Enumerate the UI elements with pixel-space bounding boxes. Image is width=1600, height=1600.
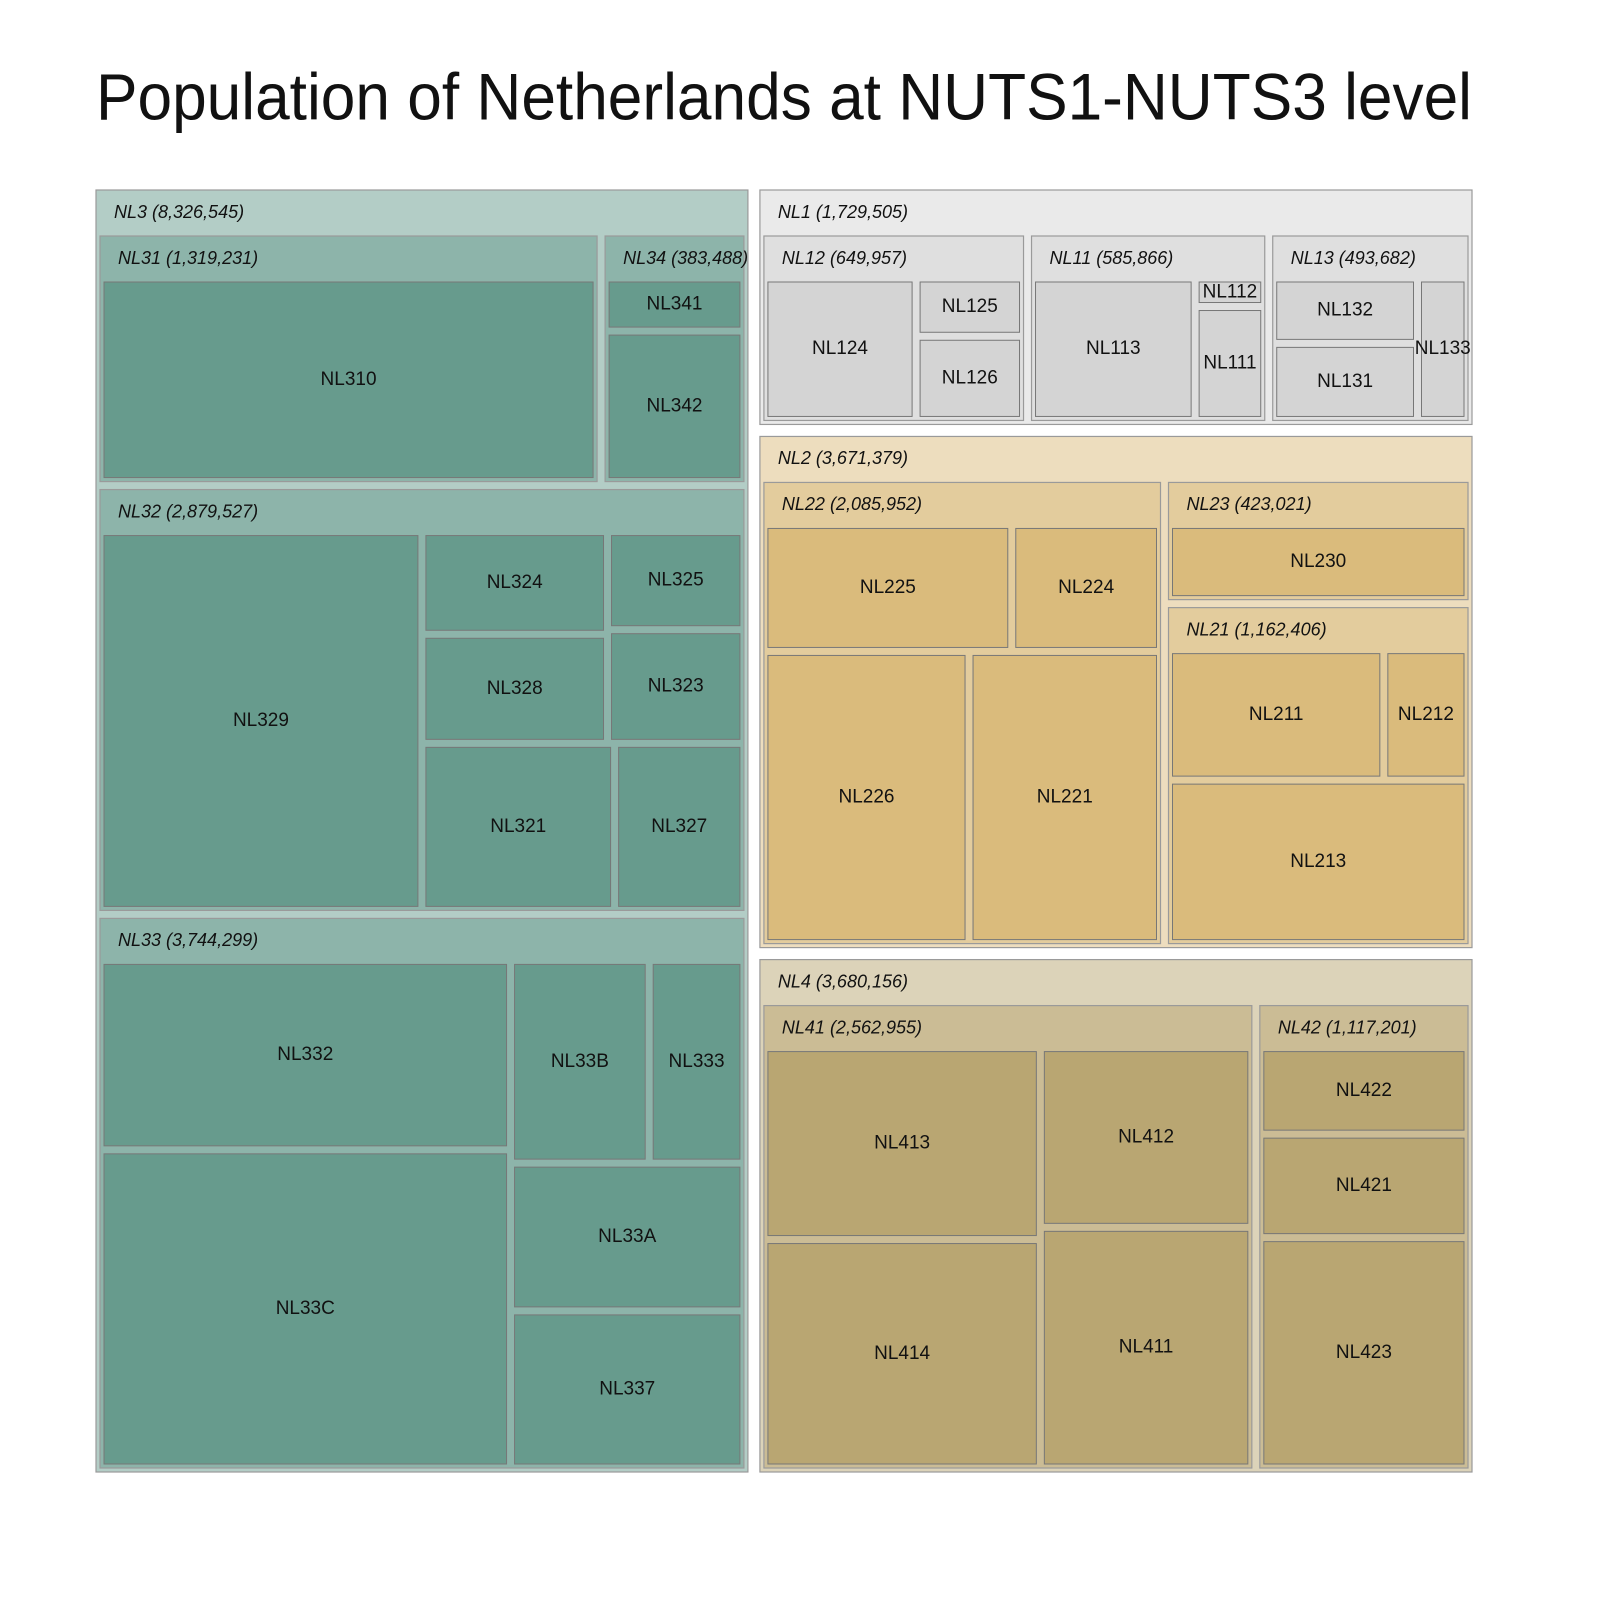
leaf-label: NL325 bbox=[648, 570, 704, 591]
group-label: NL4 (3,680,156) bbox=[778, 971, 908, 991]
leaf-label: NL422 bbox=[1336, 1080, 1392, 1101]
leaf-box bbox=[1420, 281, 1465, 417]
leaf-box bbox=[1198, 281, 1262, 304]
leaf-box bbox=[1198, 310, 1262, 417]
leaf-box bbox=[425, 535, 605, 631]
leaf-label: NL113 bbox=[1086, 338, 1141, 359]
leaf-box bbox=[1387, 653, 1465, 777]
leaf-box bbox=[611, 535, 741, 627]
leaf-label: NL33C bbox=[276, 1298, 335, 1319]
group-label: NL12 (649,957) bbox=[782, 248, 907, 268]
group-label: NL11 (585,866) bbox=[1050, 248, 1174, 268]
leaf-box bbox=[103, 1153, 508, 1465]
leaf-box bbox=[919, 339, 1021, 417]
leaf-label: NL224 bbox=[1058, 577, 1114, 598]
leaf-box bbox=[1263, 1051, 1465, 1131]
group-label: NL32 (2,879,527) bbox=[118, 501, 258, 521]
leaf-box bbox=[1043, 1230, 1249, 1465]
leaf-label: NL411 bbox=[1119, 1337, 1174, 1358]
leaf-label: NL212 bbox=[1398, 704, 1454, 725]
leaf-label: NL327 bbox=[651, 816, 707, 837]
leaf-box bbox=[652, 963, 741, 1160]
leaf-box bbox=[767, 1243, 1037, 1465]
leaf-box bbox=[608, 281, 741, 328]
leaf-box bbox=[514, 1166, 741, 1308]
group-label: NL23 (423,021) bbox=[1186, 494, 1311, 514]
leaf-label: NL133 bbox=[1415, 338, 1471, 359]
leaf-label: NL225 bbox=[860, 577, 916, 598]
leaf-label: NL328 bbox=[487, 678, 543, 699]
leaf-label: NL333 bbox=[669, 1051, 725, 1072]
leaf-label: NL310 bbox=[321, 369, 377, 390]
leaf-box bbox=[1276, 346, 1414, 417]
leaf-box bbox=[103, 281, 594, 479]
leaf-label: NL124 bbox=[812, 338, 868, 359]
group-label: NL3 (8,326,545) bbox=[114, 202, 244, 222]
leaf-box bbox=[1171, 527, 1465, 597]
leaf-label: NL324 bbox=[487, 572, 543, 593]
leaf-label: NL132 bbox=[1317, 300, 1373, 321]
leaf-label: NL131 bbox=[1317, 371, 1373, 392]
leaf-label: NL211 bbox=[1249, 704, 1304, 725]
group-label: NL21 (1,162,406) bbox=[1186, 619, 1326, 639]
chart-title: Population of Netherlands at NUTS1-NUTS3… bbox=[96, 59, 1472, 133]
leaf-box bbox=[1171, 653, 1381, 777]
leaf-label: NL321 bbox=[490, 816, 546, 837]
group-label: NL42 (1,117,201) bbox=[1278, 1017, 1417, 1037]
group-label: NL13 (493,682) bbox=[1291, 248, 1416, 268]
group-label: NL41 (2,562,955) bbox=[782, 1017, 922, 1037]
leaf-box bbox=[972, 654, 1157, 941]
leaf-label: NL230 bbox=[1290, 551, 1346, 572]
leaf-label: NL126 bbox=[942, 367, 998, 388]
leaf-label: NL414 bbox=[874, 1343, 930, 1364]
leaf-label: NL337 bbox=[599, 1378, 655, 1399]
leaf-label: NL33A bbox=[598, 1226, 656, 1247]
leaf-box bbox=[618, 746, 741, 907]
group-label: NL2 (3,671,379) bbox=[778, 448, 908, 468]
leaf-label: NL329 bbox=[233, 710, 289, 731]
group-label: NL31 (1,319,231) bbox=[118, 248, 258, 268]
leaf-label: NL112 bbox=[1203, 281, 1258, 302]
leaf-box bbox=[1171, 783, 1465, 941]
leaf-box bbox=[767, 654, 966, 941]
leaf-box bbox=[767, 1051, 1037, 1237]
leaf-label: NL111 bbox=[1203, 352, 1256, 373]
leaf-box bbox=[1263, 1241, 1465, 1465]
leaf-box bbox=[103, 535, 419, 907]
leaf-label: NL226 bbox=[838, 787, 894, 808]
leaf-label: NL33B bbox=[551, 1051, 609, 1072]
leaf-box bbox=[611, 633, 741, 740]
group-label: NL1 (1,729,505) bbox=[778, 202, 908, 222]
leaf-label: NL342 bbox=[647, 395, 703, 416]
leaf-label: NL213 bbox=[1290, 851, 1346, 872]
leaf-label: NL341 bbox=[647, 294, 703, 315]
leaf-box bbox=[1043, 1051, 1249, 1224]
group-label: NL34 (383,488) bbox=[623, 248, 748, 268]
leaf-box bbox=[767, 281, 913, 417]
leaf-box bbox=[1276, 281, 1414, 340]
leaf-box bbox=[767, 527, 1009, 648]
leaf-box bbox=[514, 1314, 741, 1465]
leaf-label: NL323 bbox=[648, 676, 704, 697]
leaf-box bbox=[425, 637, 605, 740]
leaf-label: NL413 bbox=[874, 1133, 930, 1154]
group-label: NL22 (2,085,952) bbox=[782, 494, 922, 514]
leaf-box bbox=[103, 963, 508, 1147]
leaf-box bbox=[1035, 281, 1192, 417]
leaf-label: NL125 bbox=[942, 296, 998, 317]
leaf-box bbox=[1263, 1137, 1465, 1235]
leaf-label: NL221 bbox=[1037, 787, 1093, 808]
leaf-label: NL412 bbox=[1118, 1126, 1174, 1147]
leaf-label: NL423 bbox=[1336, 1342, 1392, 1363]
leaf-box bbox=[425, 746, 612, 907]
leaf-box bbox=[1015, 527, 1157, 648]
leaf-box bbox=[608, 334, 741, 479]
leaf-box bbox=[514, 963, 646, 1160]
leaf-box bbox=[919, 281, 1021, 333]
group-label: NL33 (3,744,299) bbox=[118, 930, 258, 950]
leaf-label: NL332 bbox=[277, 1044, 333, 1065]
leaf-label: NL421 bbox=[1336, 1175, 1392, 1196]
